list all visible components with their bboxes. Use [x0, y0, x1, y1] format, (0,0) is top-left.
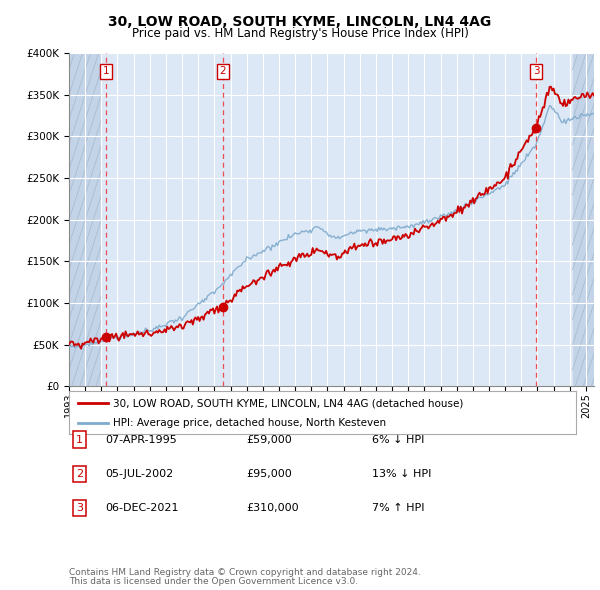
Text: £310,000: £310,000	[246, 503, 299, 513]
Text: 7% ↑ HPI: 7% ↑ HPI	[372, 503, 425, 513]
Bar	[69, 53, 101, 386]
Text: Contains HM Land Registry data © Crown copyright and database right 2024.: Contains HM Land Registry data © Crown c…	[69, 568, 421, 577]
Text: 07-APR-1995: 07-APR-1995	[105, 435, 177, 444]
Text: This data is licensed under the Open Government Licence v3.0.: This data is licensed under the Open Gov…	[69, 578, 358, 586]
Text: 6% ↓ HPI: 6% ↓ HPI	[372, 435, 424, 444]
Text: 30, LOW ROAD, SOUTH KYME, LINCOLN, LN4 4AG: 30, LOW ROAD, SOUTH KYME, LINCOLN, LN4 4…	[109, 15, 491, 30]
Text: 06-DEC-2021: 06-DEC-2021	[105, 503, 179, 513]
Text: HPI: Average price, detached house, North Kesteven: HPI: Average price, detached house, Nort…	[113, 418, 386, 428]
Text: 13% ↓ HPI: 13% ↓ HPI	[372, 469, 431, 478]
Text: 1: 1	[76, 435, 83, 444]
Text: 2: 2	[220, 67, 226, 77]
Text: £59,000: £59,000	[246, 435, 292, 444]
Text: 1: 1	[103, 67, 109, 77]
Text: 3: 3	[76, 503, 83, 513]
Text: £95,000: £95,000	[246, 469, 292, 478]
Text: 3: 3	[533, 67, 539, 77]
Text: 05-JUL-2002: 05-JUL-2002	[105, 469, 173, 478]
Text: 30, LOW ROAD, SOUTH KYME, LINCOLN, LN4 4AG (detached house): 30, LOW ROAD, SOUTH KYME, LINCOLN, LN4 4…	[113, 398, 463, 408]
Text: Price paid vs. HM Land Registry's House Price Index (HPI): Price paid vs. HM Land Registry's House …	[131, 27, 469, 40]
Text: 2: 2	[76, 469, 83, 478]
Bar	[572, 53, 594, 386]
